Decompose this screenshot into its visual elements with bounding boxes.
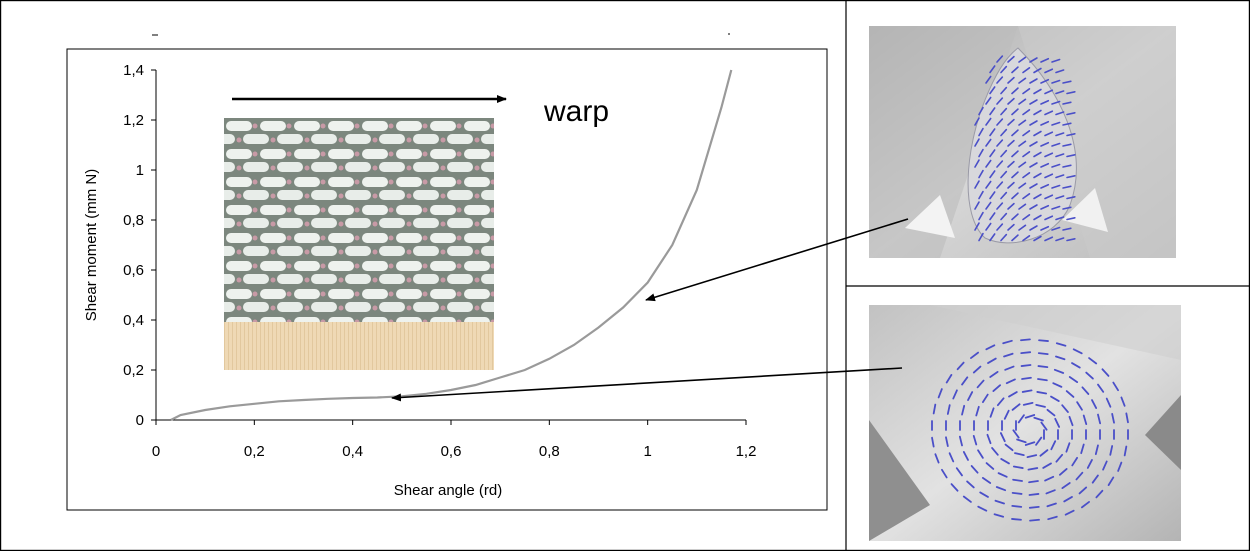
connector-arrow-bottom <box>391 367 903 402</box>
series-line <box>170 69 733 421</box>
y-tick-label: 0,8 <box>123 212 144 229</box>
x-axis-label: Shear angle (rd) <box>394 482 502 499</box>
fabric-inset-image <box>224 118 494 370</box>
y-tick-label: 1 <box>136 162 144 179</box>
warp-label: warp <box>543 95 609 128</box>
vector-field-bottom <box>931 338 1129 522</box>
x-tick-label: 1 <box>643 443 651 460</box>
x-tick-label: 0 <box>152 443 160 460</box>
x-tick-label: 0,6 <box>441 443 462 460</box>
x-ticks: 0 0,2 0,4 0,6 0,8 1 1,2 <box>152 420 757 460</box>
x-tick-label: 1,2 <box>736 443 757 460</box>
y-axis-label: Shear moment (mm N) <box>83 169 100 322</box>
series-layer <box>170 69 733 421</box>
y-tick-label: 0,4 <box>123 312 144 329</box>
x-tick-label: 0,2 <box>244 443 265 460</box>
x-tick-label: 0,8 <box>539 443 560 460</box>
bottom-right-vector-photo <box>869 305 1181 541</box>
top-right-vector-photo <box>869 26 1176 258</box>
x-tick-label: 0,4 <box>342 443 363 460</box>
y-tick-label: 0 <box>136 412 144 429</box>
y-tick-label: 1,2 <box>123 112 144 129</box>
y-tick-label: 1,4 <box>123 62 144 79</box>
y-tick-label: 0,6 <box>123 262 144 279</box>
y-tick-label: 0,2 <box>123 362 144 379</box>
y-ticks: 0 0,2 0,4 0,6 0,8 1 1,2 1,4 <box>123 62 156 429</box>
vector-field-top <box>974 55 1076 242</box>
connector-arrow-top <box>645 218 909 302</box>
